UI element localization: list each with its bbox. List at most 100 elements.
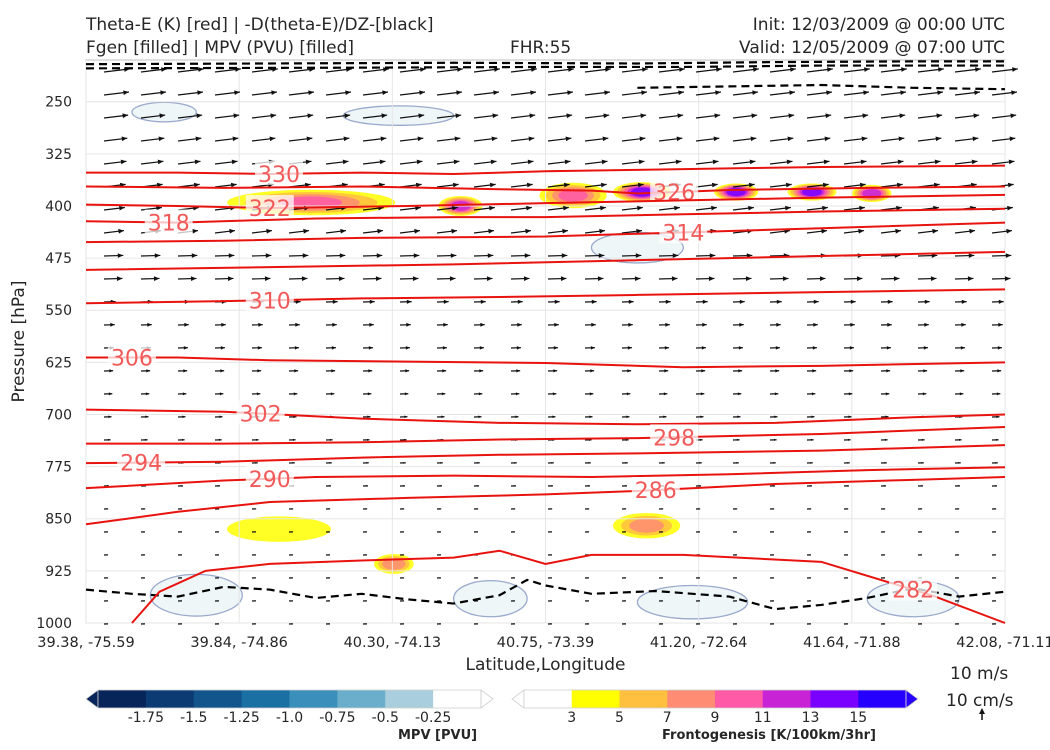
wind-vector-head bbox=[1008, 159, 1015, 165]
wind-vector-head bbox=[972, 136, 979, 142]
wind-vector-head bbox=[735, 577, 737, 579]
wind-vector-head bbox=[294, 346, 299, 350]
wind-vector-head bbox=[924, 299, 930, 304]
wind-vector-head bbox=[415, 205, 421, 211]
vector-reference-upper: 10 m/s bbox=[950, 664, 1009, 684]
wind-vector-head bbox=[195, 136, 202, 142]
theta-e-label-bg bbox=[245, 195, 294, 220]
wind-vector-head bbox=[515, 392, 520, 396]
wind-vector-head bbox=[960, 346, 965, 350]
wind-vector-head bbox=[959, 392, 964, 396]
wind-vector-head bbox=[821, 228, 828, 234]
wind-vector-head bbox=[899, 113, 906, 119]
wind-vector-head bbox=[365, 554, 367, 556]
wind-vector-head bbox=[859, 182, 866, 188]
wind-vector-head bbox=[478, 415, 482, 419]
wind-vector-head bbox=[524, 253, 531, 258]
wind-vector-head bbox=[144, 438, 148, 442]
fgen-colorbar-segment bbox=[715, 690, 764, 708]
wind-vector-head bbox=[856, 276, 863, 281]
wind-vector-head bbox=[995, 438, 999, 442]
wind-vector-head bbox=[330, 392, 335, 396]
wind-vector-head bbox=[624, 623, 626, 625]
x-tick-label: 40.75, -73.39 bbox=[497, 635, 594, 651]
wind-vector-head bbox=[701, 346, 706, 350]
mpv-colorbar-tick-label: -1.25 bbox=[224, 710, 260, 726]
wind-vector-head bbox=[365, 577, 367, 579]
wind-vector-head bbox=[439, 577, 441, 579]
wind-vector-head bbox=[920, 554, 922, 556]
stability-contour bbox=[85, 60, 1005, 66]
wind-vector-head bbox=[920, 485, 923, 487]
wind-vector-head bbox=[402, 554, 404, 556]
wind-vector-head bbox=[883, 508, 886, 510]
wind-vector-head bbox=[957, 531, 959, 533]
wind-vector-head bbox=[624, 508, 627, 510]
theta-e-label: 318 bbox=[148, 212, 190, 237]
theta-e-label: 286 bbox=[635, 479, 677, 504]
wind-vector-head bbox=[380, 136, 387, 142]
wind-vector-head bbox=[143, 508, 146, 510]
wind-vector-head bbox=[156, 205, 162, 211]
wind-vector-head bbox=[269, 136, 276, 142]
wind-vector-head bbox=[698, 531, 700, 533]
init-time: Init: 12/03/2009 @ 00:00 UTC bbox=[752, 15, 1005, 35]
wind-vector-head bbox=[589, 415, 593, 419]
wind-vector-head bbox=[405, 369, 410, 373]
wind-vector-head bbox=[896, 182, 903, 188]
wind-vector-head bbox=[809, 508, 812, 510]
mpv-area bbox=[342, 105, 455, 126]
fgen-colorbar-tick-label: 7 bbox=[663, 710, 672, 726]
wind-vector-head bbox=[736, 438, 740, 442]
wind-vector-head bbox=[1007, 205, 1013, 211]
wind-vector-head bbox=[676, 136, 683, 142]
wind-vector-head bbox=[328, 554, 330, 556]
fgen-colorbar-tick-label: 15 bbox=[849, 710, 867, 726]
wind-vector-head bbox=[295, 299, 301, 304]
wind-vector-head bbox=[565, 136, 572, 142]
wind-vector-head bbox=[587, 531, 589, 533]
theta-e-contour bbox=[85, 444, 1006, 465]
theta-e-contour bbox=[85, 221, 1006, 244]
wind-vector-head bbox=[489, 205, 495, 211]
wind-vector-head bbox=[664, 346, 669, 350]
mpv-colorbar-segment bbox=[241, 690, 290, 708]
wind-vector-head bbox=[328, 600, 330, 602]
wind-vector-head bbox=[786, 159, 793, 165]
wind-vector-head bbox=[846, 554, 848, 556]
theta-e-label-bg bbox=[245, 287, 294, 312]
wind-vector-head bbox=[883, 577, 885, 579]
wind-vector-head bbox=[143, 554, 145, 556]
wind-vector-head bbox=[787, 136, 794, 142]
wind-vector-head bbox=[457, 67, 463, 72]
wind-vector-head bbox=[106, 508, 109, 510]
wind-vector-head bbox=[846, 577, 848, 579]
wind-vector-head bbox=[847, 461, 850, 464]
wind-vector-head bbox=[1012, 67, 1018, 72]
wind-vector-head bbox=[709, 253, 716, 258]
wind-vector-head bbox=[254, 600, 256, 602]
wind-vector-head bbox=[180, 600, 182, 602]
wind-vector-head bbox=[143, 623, 145, 625]
wind-vector-head bbox=[561, 253, 568, 258]
wind-vector-head bbox=[772, 554, 774, 556]
wind-vector-head bbox=[180, 508, 183, 510]
wind-vector-head bbox=[923, 369, 928, 373]
wind-vector-head bbox=[256, 392, 261, 396]
wind-vector-head bbox=[674, 205, 680, 211]
wind-vector-head bbox=[291, 554, 293, 556]
wind-vector-head bbox=[819, 276, 826, 281]
wind-vector-head bbox=[217, 485, 220, 487]
wind-vector-head bbox=[234, 90, 240, 95]
wind-vector-head bbox=[566, 113, 573, 119]
wind-vector-head bbox=[772, 577, 774, 579]
wind-vector-head bbox=[665, 322, 670, 327]
wind-vector-head bbox=[158, 136, 165, 142]
wind-vector-head bbox=[663, 415, 667, 419]
wind-vector-head bbox=[884, 461, 887, 464]
wind-vector-head bbox=[254, 554, 256, 556]
wind-vector-head bbox=[294, 369, 299, 373]
wind-vector-head bbox=[698, 508, 701, 510]
wind-vector-head bbox=[736, 461, 739, 464]
wind-vector-head bbox=[375, 276, 382, 281]
